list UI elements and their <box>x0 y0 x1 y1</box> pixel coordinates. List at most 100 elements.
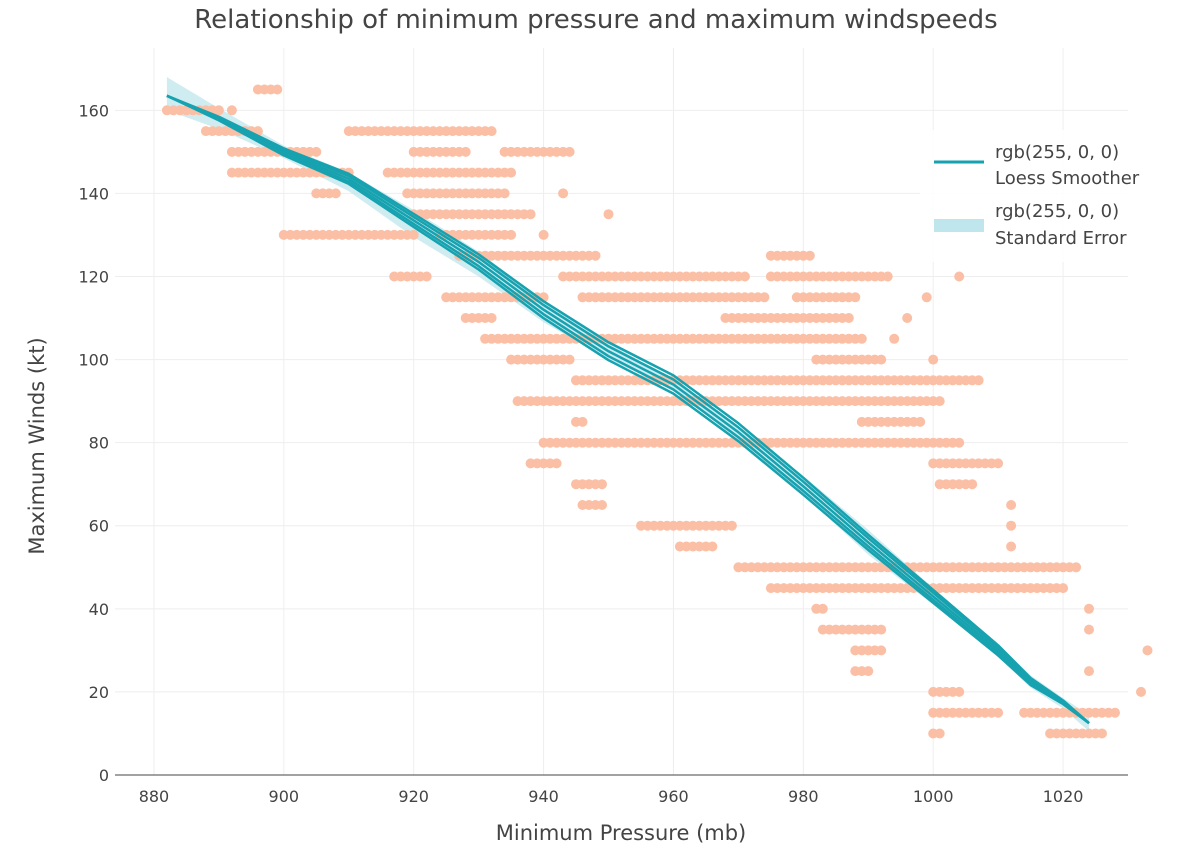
data-point <box>1110 707 1120 718</box>
data-point <box>597 500 607 510</box>
data-point <box>921 292 932 303</box>
data-point <box>928 354 939 365</box>
loess-smoother-line <box>166 94 1090 725</box>
data-point <box>1006 520 1017 531</box>
data-point <box>863 666 874 677</box>
data-point <box>1097 728 1107 739</box>
data-point <box>506 229 517 240</box>
data-point <box>843 313 854 323</box>
x-tick-label: 920 <box>398 787 429 806</box>
data-point <box>934 396 945 407</box>
data-point <box>1006 541 1017 552</box>
data-point <box>934 728 945 739</box>
loess-smoother-line <box>166 94 1090 725</box>
x-tick-label: 1000 <box>913 787 954 806</box>
legend-sublabel-loess: Loess Smoother <box>995 168 1140 189</box>
data-point <box>597 479 607 490</box>
data-point <box>876 624 887 635</box>
x-tick-label: 960 <box>658 787 689 806</box>
x-tick-label: 880 <box>139 787 170 806</box>
y-tick-label: 120 <box>78 267 109 286</box>
loess-smoother-line <box>166 94 1090 725</box>
data-point <box>889 333 900 344</box>
data-point <box>226 105 237 116</box>
x-tick-label: 1020 <box>1043 787 1084 806</box>
legend-sublabel-standard-error: Standard Error <box>995 228 1127 249</box>
data-point <box>856 333 867 344</box>
data-point <box>564 146 575 157</box>
data-point <box>1058 583 1069 594</box>
data-point <box>590 250 601 261</box>
data-point <box>1084 603 1094 614</box>
y-tick-label: 160 <box>78 101 109 120</box>
data-point <box>460 146 471 157</box>
legend-label-standard-error: rgb(255, 0, 0) <box>995 201 1119 222</box>
data-point <box>707 541 718 552</box>
loess-line-layer <box>166 94 1090 725</box>
loess-smoother-line <box>166 94 1090 725</box>
data-point <box>993 458 1004 469</box>
loess-smoother-line <box>166 94 1090 725</box>
tick-labels: 880 900 920 940 960 980 1000 1020 0 20 40 60 80 100 12… <box>78 101 1083 806</box>
data-point <box>551 458 562 469</box>
data-point <box>486 313 497 323</box>
data-point <box>408 229 419 240</box>
data-point <box>973 375 984 386</box>
data-point <box>1084 666 1094 677</box>
data-point <box>954 686 965 697</box>
chart-title: Relationship of minimum pressure and max… <box>194 5 997 35</box>
data-point <box>538 229 549 240</box>
data-point <box>213 105 224 116</box>
data-point <box>577 416 588 427</box>
data-point <box>506 167 517 178</box>
data-point <box>967 479 978 490</box>
data-point <box>1084 624 1094 635</box>
data-point <box>850 292 861 303</box>
y-tick-label: 60 <box>89 517 109 536</box>
y-tick-label: 100 <box>78 351 109 370</box>
data-point <box>954 437 965 448</box>
data-point <box>421 271 432 282</box>
legend-background <box>920 130 1160 262</box>
data-point <box>739 271 750 282</box>
legend: rgb(255, 0, 0) Loess Smoother rgb(255, 0… <box>920 130 1160 262</box>
scatter-points-layer <box>161 84 1153 739</box>
x-tick-label: 940 <box>528 787 559 806</box>
data-point <box>1071 562 1082 573</box>
data-point <box>817 603 828 614</box>
data-point <box>882 271 893 282</box>
x-tick-label: 980 <box>788 787 819 806</box>
data-point <box>1142 645 1153 656</box>
data-point <box>564 354 575 365</box>
data-point <box>558 188 569 199</box>
y-tick-label: 140 <box>78 184 109 203</box>
data-point <box>1136 686 1146 697</box>
data-point <box>876 354 887 365</box>
y-tick-label: 80 <box>89 434 109 453</box>
x-tick-label: 900 <box>269 787 300 806</box>
legend-label-loess: rgb(255, 0, 0) <box>995 142 1119 163</box>
legend-item-loess[interactable]: rgb(255, 0, 0) Loess Smoother <box>934 142 1140 189</box>
data-point <box>499 188 510 199</box>
data-point <box>486 126 497 137</box>
y-axis-title: Maximum Winds (kt) <box>25 337 49 554</box>
y-tick-label: 40 <box>89 600 109 619</box>
data-point <box>759 292 770 303</box>
data-point <box>993 707 1004 718</box>
data-point <box>1006 500 1017 510</box>
y-tick-label: 0 <box>99 766 109 785</box>
legend-item-standard-error[interactable]: rgb(255, 0, 0) Standard Error <box>934 201 1127 249</box>
legend-band-swatch <box>934 219 984 232</box>
x-axis-title: Minimum Pressure (mb) <box>496 821 747 845</box>
data-point <box>330 188 341 199</box>
data-point <box>902 313 913 323</box>
data-point <box>525 209 536 220</box>
data-point <box>726 520 737 531</box>
data-point <box>272 84 283 95</box>
data-point <box>603 209 614 220</box>
data-point <box>804 250 815 261</box>
data-point <box>311 146 322 157</box>
data-point <box>954 271 965 282</box>
y-tick-label: 20 <box>89 683 109 702</box>
